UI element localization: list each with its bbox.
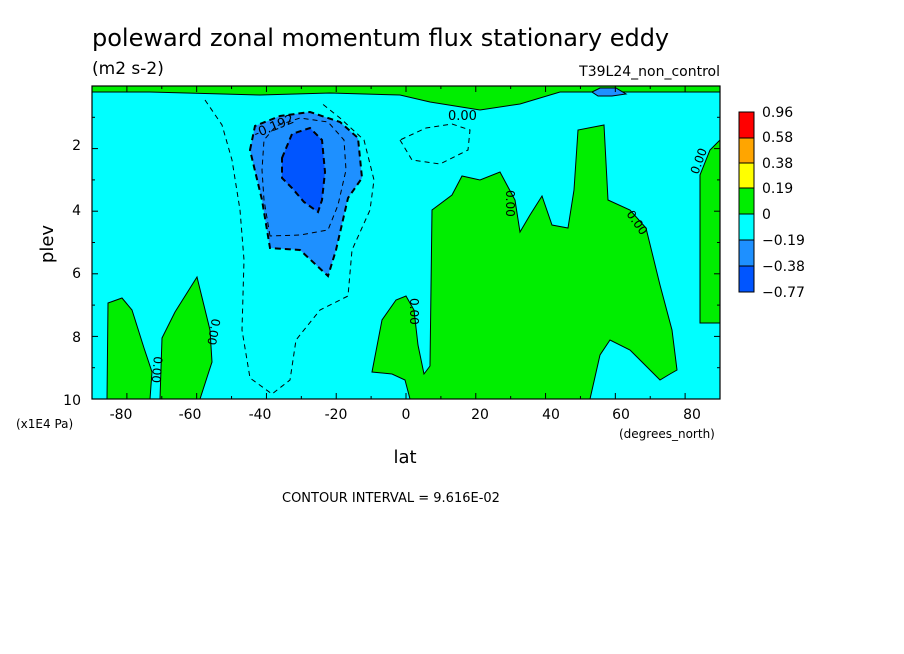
colorbar-swatch: [738, 213, 755, 241]
dashed-contour-1: [204, 99, 375, 395]
x-tick-label: 80: [683, 407, 701, 423]
y-axis-label: plev: [37, 225, 58, 264]
y-tick-label: 10: [63, 393, 81, 409]
colorbar-label: 0.58: [762, 130, 793, 146]
x-axis-label: lat: [393, 447, 416, 468]
x-tick-label: 60: [612, 407, 630, 423]
colorbar-swatch: [738, 162, 755, 189]
x-axis: -80 -60 -40 -20 0 20 40 60 80 (degrees_n…: [110, 407, 715, 468]
x-units-label: (degrees_north): [619, 427, 715, 441]
dashed-contour-3: [399, 123, 471, 165]
contour-interval-footer: CONTOUR INTERVAL = 9.616E-02: [282, 491, 500, 506]
colorbar-swatch: [738, 137, 755, 164]
y-tick-label: 4: [72, 203, 81, 219]
positive-region-south-mid: [159, 275, 213, 400]
axis-ticks: [91, 85, 721, 400]
x-tick-label: -80: [110, 407, 133, 423]
x-tick-label: -20: [325, 407, 348, 423]
x-tick-label: 20: [471, 407, 489, 423]
colorbar-label: 0.96: [762, 105, 793, 121]
dataset-label: T39L24_non_control: [578, 64, 720, 80]
contour-label-zero: 0.00: [448, 109, 477, 124]
colorbar-swatch: [738, 265, 755, 293]
contour-label-zero-5: 0.00: [407, 298, 421, 325]
x-tick-label: -40: [249, 407, 272, 423]
y-tick-label: 8: [72, 330, 81, 346]
x-tick-label: 0: [402, 407, 411, 423]
positive-region-southwest: [106, 297, 153, 400]
chart-title: poleward zonal momentum flux stationary …: [92, 24, 669, 52]
x-tick-label: -60: [179, 407, 202, 423]
y-units-label: (x1E4 Pa): [16, 417, 73, 431]
colorbar-swatch: [738, 187, 755, 215]
colorbar-label: 0.19: [762, 181, 793, 197]
y-tick-label: 6: [72, 266, 81, 282]
y-axis: 2 4 6 8 10 (x1E4 Pa) plev: [16, 138, 81, 431]
colorbar: 0.96 0.58 0.38 0.19 0 −0.19 −0.38 −0.77: [738, 105, 805, 301]
colorbar-label: 0: [762, 207, 771, 223]
colorbar-label: −0.38: [762, 259, 805, 275]
negative-region-top: [591, 87, 628, 97]
positive-region-east: [371, 124, 678, 400]
colorbar-label: −0.19: [762, 233, 805, 249]
contour-label-zero-6: 0.00: [204, 317, 222, 346]
positive-region-northeast: [699, 138, 721, 324]
colorbar-label: 0.38: [762, 156, 793, 172]
colorbar-swatch: [738, 239, 755, 267]
contour-label-zero-2: 0.00: [503, 190, 517, 217]
units-label: (m2 s-2): [92, 59, 164, 79]
contour-label-zero-7: 0.00: [149, 356, 165, 384]
y-tick-label: 2: [72, 138, 81, 154]
dashed-contour-2: [261, 117, 347, 237]
strong-negative-region: [281, 126, 327, 214]
colorbar-swatch: [738, 111, 755, 139]
x-tick-label: 40: [542, 407, 560, 423]
colorbar-label: −0.77: [762, 285, 805, 301]
plot-area: 0.00 -0.192 0.00 0.00 0.00 0.00 0.00 0.0…: [91, 85, 721, 400]
